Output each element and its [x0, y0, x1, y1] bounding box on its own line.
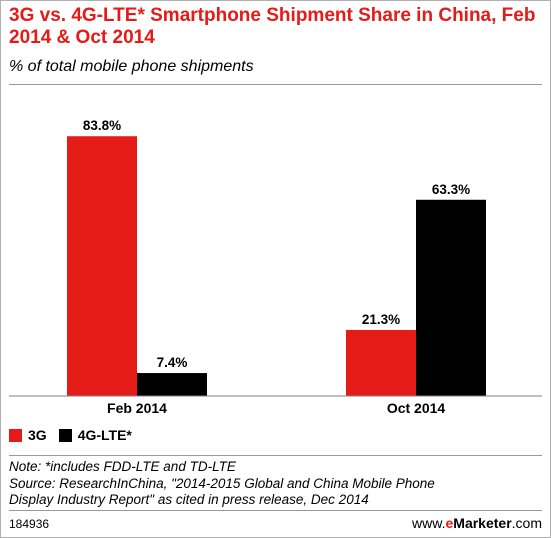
legend: 3G 4G-LTE*: [9, 426, 144, 444]
source-text-line1: Source: ResearchInChina, "2014-2015 Glob…: [9, 475, 435, 491]
footer-divider: [9, 510, 542, 511]
bar-chart: 83.8% 7.4% Feb 2014 21.3% 63.3% Oct 2014: [9, 118, 542, 416]
bar-4g-lte-feb-2014: [137, 373, 207, 396]
source-text-line2: Display Industry Report" as cited in pre…: [9, 492, 369, 507]
x-tick-label: Feb 2014: [107, 400, 167, 416]
top-divider: [9, 84, 542, 85]
notes-divider: [9, 455, 542, 456]
chart-title: 3G vs. 4G-LTE* Smartphone Shipment Share…: [9, 5, 536, 48]
notes-block: Note: *includes FDD-LTE and TD-LTE Sourc…: [9, 459, 542, 509]
legend-swatch-3g: [9, 428, 22, 442]
bar-3g-feb-2014: [67, 136, 137, 396]
note-text: Note: *includes FDD-LTE and TD-LTE: [9, 459, 236, 474]
legend-item-4g-lte: 4G-LTE*: [58, 427, 132, 443]
x-tick-label: Oct 2014: [387, 400, 446, 416]
legend-item-3g: 3G: [9, 427, 47, 443]
legend-label-4g-lte: 4G-LTE*: [77, 427, 132, 443]
data-label-4g-lte-oct-2014: 63.3%: [432, 182, 470, 197]
legend-swatch-4g-lte: [58, 428, 72, 442]
bar-3g-oct-2014: [346, 329, 416, 396]
legend-label-3g: 3G: [28, 427, 47, 443]
chart-id: 184936: [9, 517, 50, 531]
bar-4g-lte-oct-2014: [416, 199, 486, 396]
emarketer-logo: www.eMarketer.com: [412, 515, 542, 531]
data-label-4g-lte-feb-2014: 7.4%: [157, 355, 188, 370]
chart-subtitle: % of total mobile phone shipments: [9, 58, 254, 75]
data-label-3g-feb-2014: 83.8%: [83, 118, 121, 133]
data-label-3g-oct-2014: 21.3%: [362, 312, 400, 327]
